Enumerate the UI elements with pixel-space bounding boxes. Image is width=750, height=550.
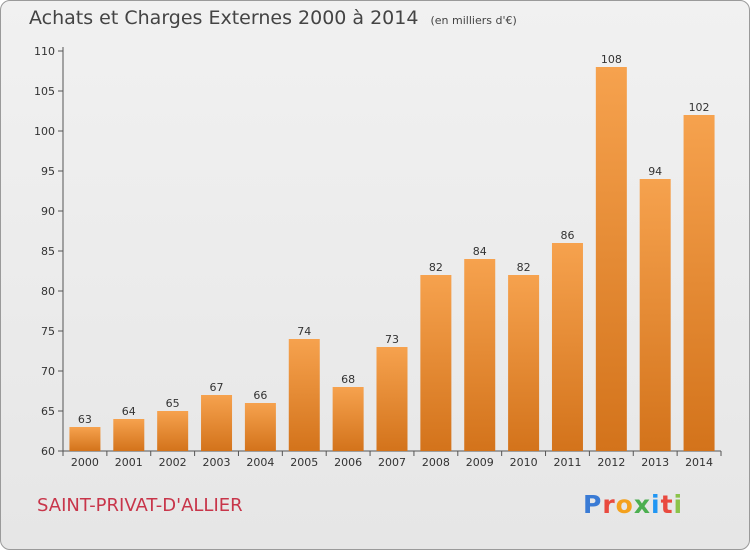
- bar: [508, 275, 540, 451]
- bar: [595, 67, 627, 451]
- x-tick-label: 2014: [685, 456, 713, 469]
- y-tick-label: 75: [41, 325, 55, 338]
- chart-subtitle: (en milliers d'€): [430, 14, 517, 27]
- y-tick-label: 65: [41, 405, 55, 418]
- y-tick-label: 70: [41, 365, 55, 378]
- bar-value-label: 67: [210, 381, 224, 394]
- x-tick-label: 2012: [597, 456, 625, 469]
- x-tick-label: 2008: [422, 456, 450, 469]
- bar: [157, 411, 189, 451]
- bar: [420, 275, 452, 451]
- bar: [464, 259, 496, 451]
- bar-value-label: 82: [517, 261, 531, 274]
- bar: [244, 403, 276, 451]
- data-labels: 63 64 65 67 66 74 68 73 82 84 82 86 108 94 102: [78, 53, 710, 426]
- x-tick-label: 2010: [510, 456, 538, 469]
- bar-value-label: 108: [601, 53, 622, 66]
- bar-value-label: 66: [253, 389, 267, 402]
- proxiti-logo: Proxiti: [583, 490, 683, 519]
- y-tick-label: 90: [41, 205, 55, 218]
- chart-title: Achats et Charges Externes 2000 à 2014 (…: [29, 7, 517, 29]
- logo-letter: x: [633, 490, 651, 519]
- chart-title-text: Achats et Charges Externes 2000 à 2014: [29, 7, 419, 29]
- x-tick-label: 2002: [159, 456, 187, 469]
- bar: [551, 243, 583, 451]
- logo-letter: r: [602, 490, 616, 519]
- bar: [201, 395, 233, 451]
- y-tick-label: 95: [41, 165, 55, 178]
- x-tick-label: 2001: [115, 456, 143, 469]
- bar-value-label: 65: [166, 397, 180, 410]
- y-tick-label: 105: [34, 85, 55, 98]
- bar: [288, 339, 320, 451]
- commune-name: SAINT-PRIVAT-D'ALLIER: [37, 495, 243, 516]
- bar-value-label: 102: [689, 101, 710, 114]
- x-tick-label: 2013: [641, 456, 669, 469]
- bar: [69, 427, 101, 451]
- bar-value-label: 82: [429, 261, 443, 274]
- y-tick-label: 85: [41, 245, 55, 258]
- bars: [69, 67, 715, 451]
- logo-letter: i: [651, 490, 661, 519]
- y-tick-label: 60: [41, 445, 55, 458]
- bar: [639, 179, 671, 451]
- x-tick-label: 2006: [334, 456, 362, 469]
- logo-letter: t: [660, 490, 674, 519]
- y-axis: 60 65 70 75 80 85 90 95 100 105 110: [34, 45, 64, 458]
- x-tick-label: 2009: [466, 456, 494, 469]
- bar-value-label: 74: [297, 325, 311, 338]
- x-tick-label: 2005: [290, 456, 318, 469]
- bar: [113, 419, 145, 451]
- x-tick-label: 2004: [246, 456, 274, 469]
- logo-letter: P: [583, 490, 603, 519]
- bar-value-label: 84: [473, 245, 487, 258]
- bar: [376, 347, 408, 451]
- bar: [683, 115, 715, 451]
- x-axis: 2000 2001 2002 2003 2004 2005 2006 2007 2008 2009…: [62, 450, 722, 469]
- x-tick-label: 2011: [553, 456, 581, 469]
- bar-value-label: 73: [385, 333, 399, 346]
- bar-value-label: 68: [341, 373, 355, 386]
- x-tick-label: 2003: [203, 456, 231, 469]
- bar-value-label: 86: [560, 229, 574, 242]
- x-tick-label: 2000: [71, 456, 99, 469]
- bar-value-label: 63: [78, 413, 92, 426]
- bar: [332, 387, 364, 451]
- logo-letter: o: [615, 490, 634, 519]
- bar-value-label: 64: [122, 405, 136, 418]
- y-tick-label: 80: [41, 285, 55, 298]
- y-tick-label: 100: [34, 125, 55, 138]
- logo-letter: i: [673, 490, 684, 519]
- y-tick-label: 110: [34, 45, 55, 58]
- bar-value-label: 94: [648, 165, 662, 178]
- x-tick-label: 2007: [378, 456, 406, 469]
